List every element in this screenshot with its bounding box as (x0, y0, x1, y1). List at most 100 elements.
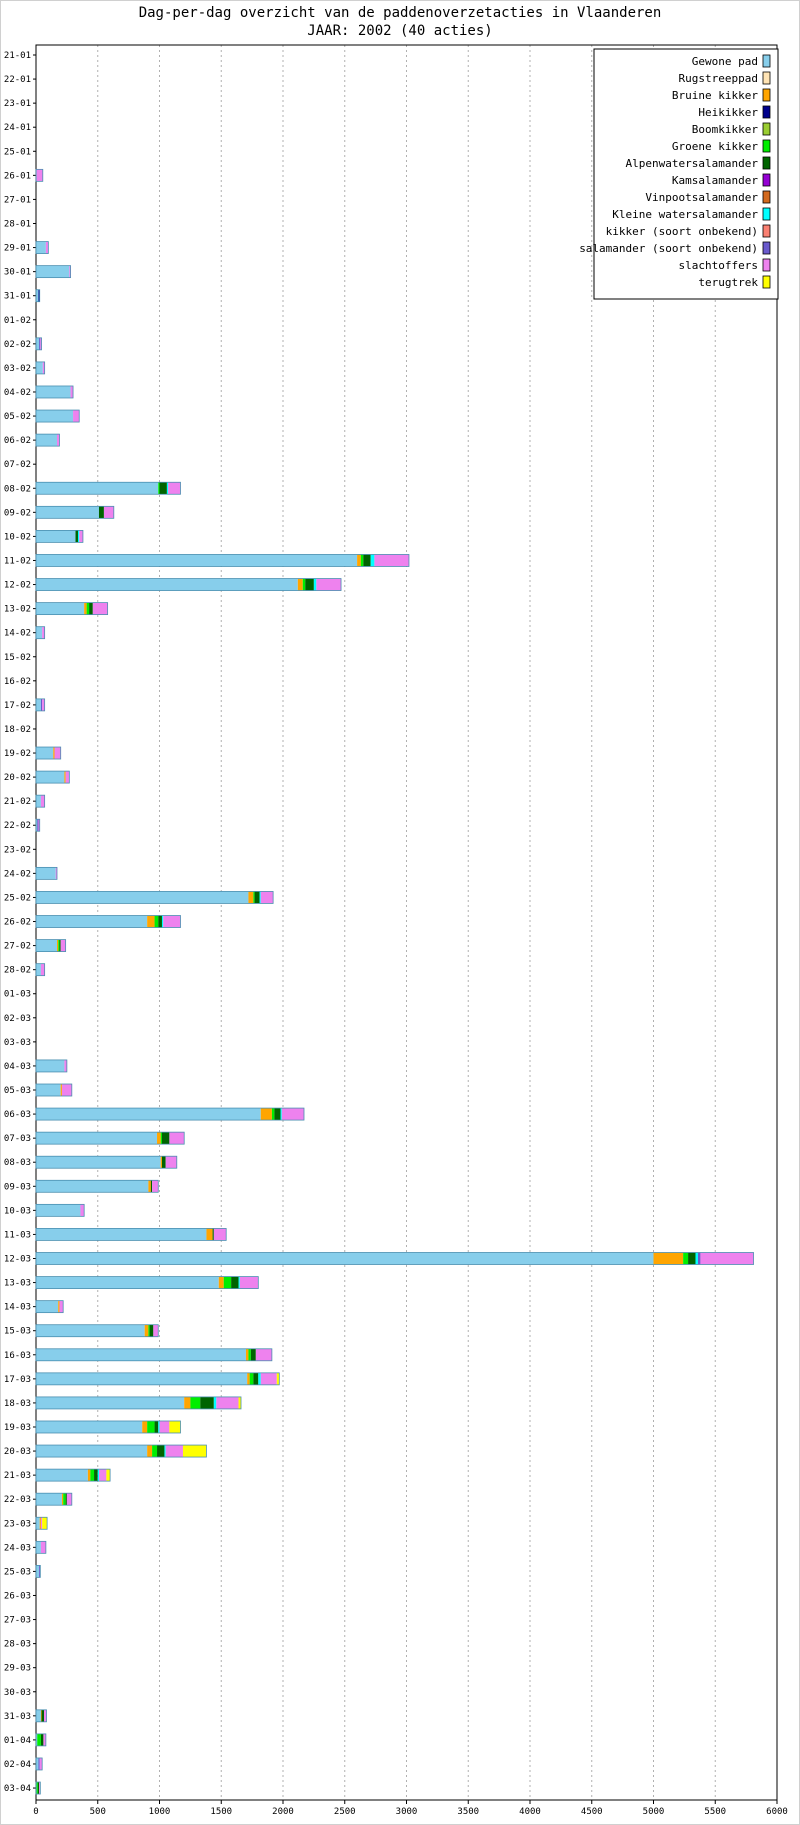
legend-entry-label: slachtoffers (679, 259, 758, 272)
y-tick-label: 18-03 (4, 1399, 31, 1409)
x-tick-label: 2000 (272, 1807, 294, 1817)
bar-segment (260, 1372, 277, 1385)
legend-swatch (762, 190, 771, 204)
y-tick-label: 23-01 (4, 99, 31, 109)
bar-segment (216, 1396, 239, 1409)
bar-segment (42, 698, 45, 711)
bar-outline (35, 1709, 47, 1723)
bar-segment (688, 1252, 696, 1265)
bar-outline (35, 1396, 242, 1410)
x-tick-label: 6000 (766, 1807, 788, 1817)
bar-segment (159, 1420, 170, 1433)
bar-segment (36, 1396, 185, 1409)
bar-segment (58, 939, 60, 952)
bar-segment (65, 1493, 67, 1506)
bar-outline (35, 530, 84, 543)
bar-outline (35, 939, 67, 952)
bar-segment (64, 1059, 67, 1072)
bar-segment (66, 1493, 72, 1506)
bar-outline (35, 746, 62, 760)
bar-segment (36, 891, 249, 904)
bar-segment (36, 1324, 145, 1337)
bar-segment (36, 361, 43, 374)
bar-outline (35, 554, 410, 567)
bar-segment (36, 626, 43, 639)
x-tick-label: 1500 (210, 1807, 232, 1817)
bar-segment (55, 867, 57, 880)
bar-segment (363, 554, 371, 567)
bar-outline (35, 1252, 754, 1265)
bar-segment (54, 747, 61, 760)
bar-segment (70, 385, 74, 398)
bar-outline (35, 1324, 159, 1338)
y-tick-label: 06-03 (4, 1110, 31, 1120)
y-tick-label: 20-02 (4, 773, 31, 783)
y-tick-label: 25-02 (4, 893, 31, 903)
bar-segment (36, 1782, 37, 1795)
bar-segment (163, 915, 181, 928)
y-tick-label: 25-03 (4, 1567, 31, 1577)
legend-entry-label: Groene kikker (672, 140, 758, 153)
bar-segment (79, 530, 83, 543)
bar-segment (258, 1372, 261, 1385)
y-tick-label: 16-03 (4, 1351, 31, 1361)
bar-segment (37, 1782, 40, 1795)
bar-segment (103, 506, 114, 519)
bar-segment (683, 1252, 689, 1265)
legend-swatch (762, 88, 771, 102)
bar-segment (165, 1156, 177, 1169)
bar-segment (36, 1733, 38, 1746)
bar-segment (40, 337, 42, 350)
bar-segment (97, 1469, 99, 1482)
y-tick-label: 24-03 (4, 1543, 31, 1553)
bar-outline (35, 337, 42, 351)
bar-segment (231, 1276, 239, 1289)
bar-segment (36, 1782, 38, 1795)
legend-entry-label: kikker (soort onbekend) (606, 225, 758, 238)
bar-segment (36, 747, 54, 760)
y-tick-label: 21-01 (4, 51, 31, 61)
bar-segment (248, 891, 254, 904)
bar-segment (36, 169, 43, 182)
bar-segment (161, 1156, 166, 1169)
bar-segment (697, 1252, 701, 1265)
y-tick-label: 13-02 (4, 605, 31, 615)
y-tick-label: 07-03 (4, 1134, 31, 1144)
bar-segment (169, 1420, 181, 1433)
bar-segment (60, 1084, 62, 1097)
bar-outline (35, 1468, 111, 1482)
bar-outline (35, 1348, 273, 1362)
bar-segment (158, 915, 162, 928)
bar-outline (35, 1131, 185, 1145)
bar-segment (260, 1108, 272, 1121)
bar-segment (182, 1445, 207, 1458)
bar-segment (165, 1445, 183, 1458)
bar-segment (43, 1733, 46, 1746)
bar-segment (36, 1372, 248, 1385)
bar-segment (149, 1324, 154, 1337)
chart-title: Dag-per-dag overzicht van de paddenoverz… (138, 5, 662, 21)
bar-outline (35, 891, 274, 904)
bar-segment (259, 891, 261, 904)
bar-segment (238, 1396, 242, 1409)
bar-segment (39, 1565, 41, 1578)
bar-outline (35, 963, 46, 977)
bar-segment (36, 1276, 219, 1289)
y-tick-label: 24-02 (4, 869, 31, 879)
x-tick-label: 2500 (334, 1807, 356, 1817)
legend-swatch (762, 207, 771, 221)
bar-segment (36, 1541, 41, 1554)
y-tick-label: 10-03 (4, 1206, 31, 1216)
y-tick-label: 08-03 (4, 1158, 31, 1168)
legend-box (593, 48, 779, 300)
y-tick-label: 22-02 (4, 821, 31, 831)
legend-swatch (762, 139, 771, 153)
bar-segment (36, 1445, 148, 1458)
y-tick-label: 27-03 (4, 1616, 31, 1626)
bar-segment (297, 578, 303, 591)
legend-entry-label: Bruine kikker (672, 89, 758, 102)
bar-segment (238, 1276, 240, 1289)
bar-segment (64, 771, 66, 784)
bar-segment (695, 1252, 698, 1265)
y-tick-label: 13-03 (4, 1279, 31, 1289)
